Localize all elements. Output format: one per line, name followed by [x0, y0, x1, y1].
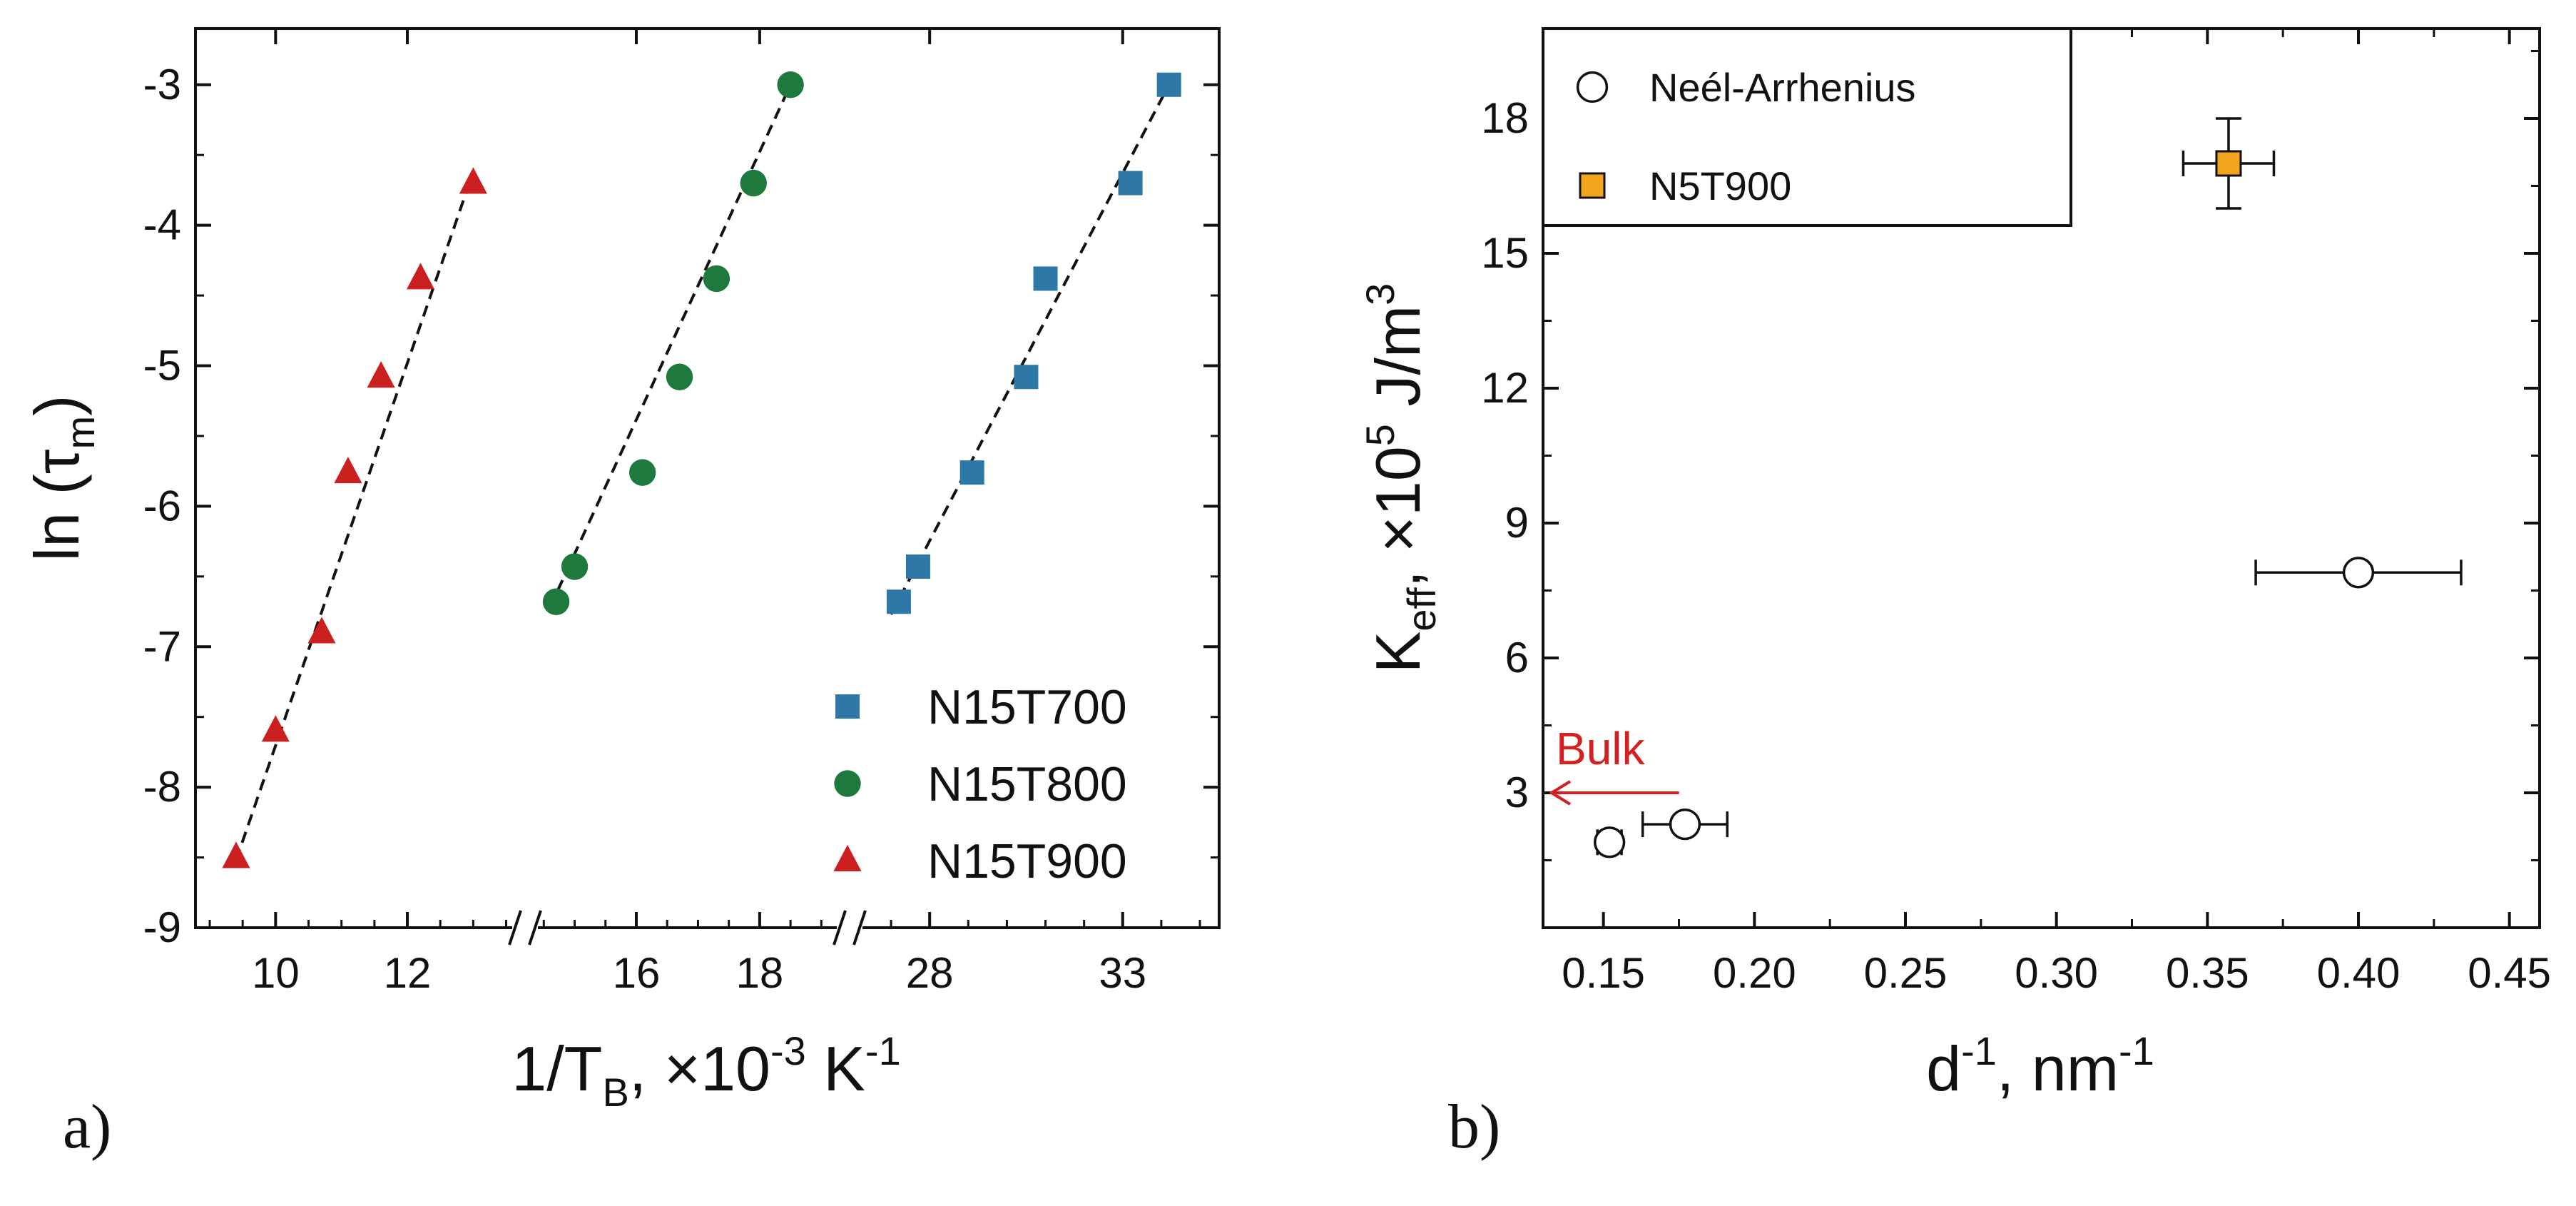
axis-break-mark: [528, 910, 542, 946]
point-n15t700: [905, 554, 930, 579]
legend-marker-n15t900: [833, 844, 862, 871]
x-tick-label: 0.45: [2468, 949, 2551, 997]
point-n15t800: [561, 553, 589, 580]
panel-a-frame: [194, 27, 1221, 929]
legend-label-neel-arrhenius: Neél-Arrhenius: [1649, 65, 1916, 110]
fit-line-n15t700: [890, 83, 1171, 615]
legend-marker-n15t800: [834, 770, 861, 797]
panel-b-ylabel: Keff, ×105 J/m3: [1358, 283, 1444, 674]
x-tick-label: 18: [736, 949, 784, 997]
point-n15t800: [542, 588, 570, 615]
bulk-label: Bulk: [1556, 723, 1646, 774]
x-tick-label: 28: [906, 949, 954, 997]
x-tick-label: 0.30: [2015, 949, 2098, 997]
point-n15t700: [1156, 72, 1181, 97]
x-tick-label: 16: [613, 949, 661, 997]
point-n15t800: [777, 71, 804, 98]
legend-marker-n5t900: [1579, 172, 1606, 199]
y-tick-label: 3: [1505, 769, 1529, 816]
point-n15t700: [886, 589, 911, 614]
point-n15t900: [307, 617, 336, 644]
axis-break-mark: [833, 910, 847, 946]
x-tick-label: 0.35: [2166, 949, 2249, 997]
point-n15t800: [666, 363, 693, 390]
point-neél-arrhenius: [1593, 826, 1626, 858]
y-tick-label: 15: [1481, 229, 1529, 277]
y-tick-label: -7: [143, 622, 181, 670]
point-n15t900: [367, 361, 395, 388]
y-tick-label: 12: [1481, 364, 1529, 412]
x-tick-label: 33: [1099, 949, 1146, 997]
legend-marker-neel-arrhenius: [1576, 71, 1609, 103]
point-n15t700: [1014, 365, 1039, 390]
point-neél-arrhenius: [2342, 557, 2375, 589]
y-tick-label: -8: [143, 763, 181, 811]
point-n15t900: [222, 841, 250, 868]
y-tick-label: -3: [143, 61, 181, 108]
point-n15t800: [740, 169, 767, 197]
legend-marker-n15t700: [835, 694, 860, 719]
x-tick-label: 0.20: [1713, 949, 1796, 997]
point-n15t700: [1118, 171, 1143, 196]
panel-a-ylabel: ln (τm): [21, 395, 103, 562]
y-tick-label: -9: [143, 903, 181, 951]
point-n15t900: [261, 715, 290, 742]
panel-b-xlabel: d-1, nm-1: [1926, 1028, 2154, 1104]
x-tick-label: 0.25: [1864, 949, 1948, 997]
fit-line-n15t800: [549, 83, 792, 608]
y-tick-label: 6: [1505, 634, 1529, 681]
point-n15t900: [459, 167, 487, 194]
y-tick-label: 18: [1481, 94, 1529, 142]
legend-label-n5t900: N5T900: [1649, 163, 1791, 208]
y-tick-label: -6: [143, 482, 181, 529]
point-n15t900: [334, 456, 362, 484]
point-n15t900: [406, 263, 435, 290]
point-neél-arrhenius: [1669, 808, 1701, 841]
point-n15t700: [1033, 266, 1058, 291]
panel-a-xlabel: 1/TB, ×10-3 K-1: [511, 1028, 900, 1115]
y-tick-label: 9: [1505, 499, 1529, 547]
legend-label-n15t900: N15T900: [927, 834, 1127, 888]
x-tick-label: 0.15: [1562, 949, 1645, 997]
bulk-arrow-head: [1549, 780, 1572, 806]
panel-a-label: a): [63, 1093, 111, 1162]
axis-break-mark: [852, 910, 867, 946]
point-n5t900: [2215, 150, 2242, 177]
legend-label-n15t800: N15T800: [927, 757, 1127, 811]
legend-label-n15t700: N15T700: [927, 680, 1127, 734]
panel-b: 0.15 0.20 0.25 0.30 0.35 0.40 0.45 3 6 9 12 15 18 Bu…: [1358, 27, 2551, 1162]
x-tick-label: 12: [384, 949, 432, 997]
point-n15t800: [628, 459, 656, 486]
y-tick-label: -4: [143, 201, 181, 249]
y-tick-label: -5: [143, 342, 181, 390]
x-tick-label: 0.40: [2317, 949, 2401, 997]
fit-line-n15t900: [235, 171, 475, 861]
point-n15t700: [959, 460, 984, 485]
point-n15t800: [703, 265, 730, 293]
panel-a: -9 -8 -7 -6 -5 -4 -3 10 12 16 18 28 33 N15T700 N15T80…: [21, 27, 1221, 1162]
legend-box: [1542, 27, 2072, 227]
panel-b-label: b): [1448, 1093, 1500, 1162]
axis-break-mark: [508, 910, 522, 946]
x-tick-label: 10: [252, 949, 300, 997]
